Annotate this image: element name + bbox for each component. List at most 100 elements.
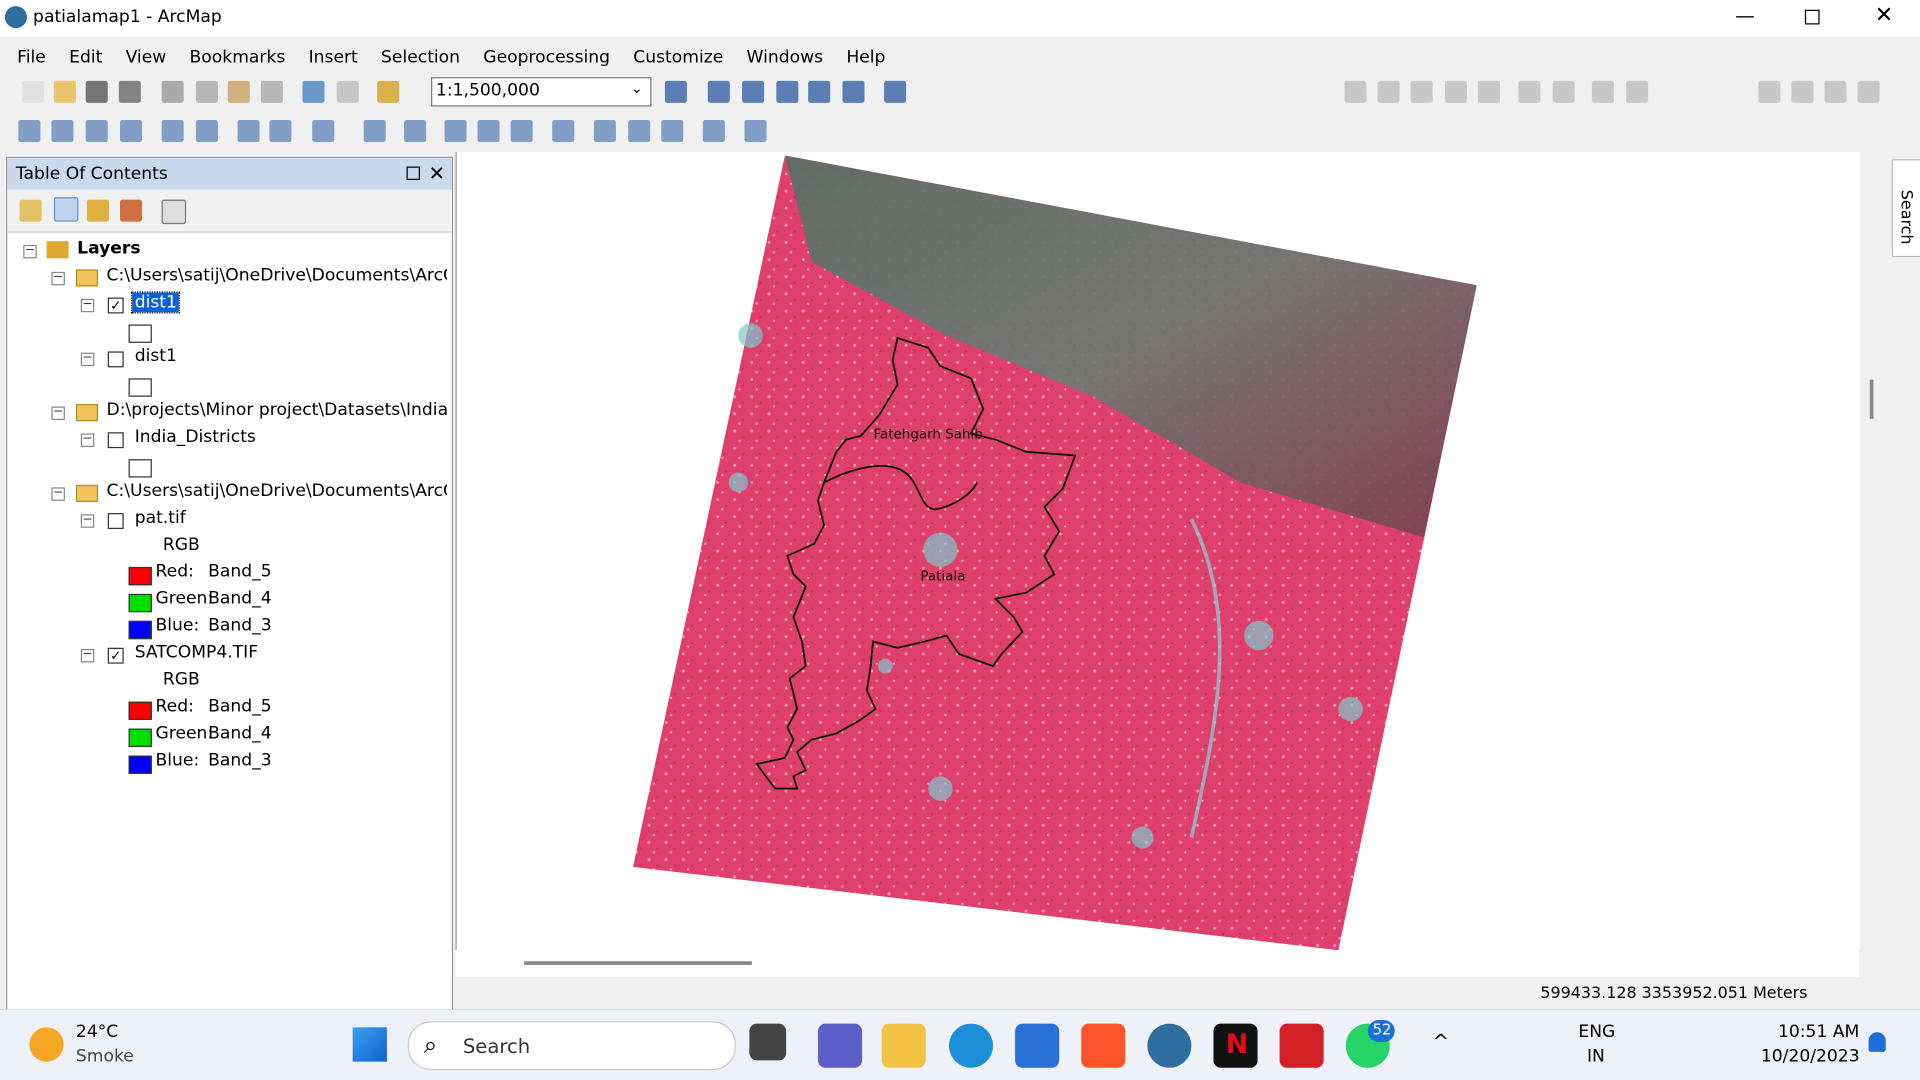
tool[interactable] xyxy=(120,199,143,222)
tool-button[interactable] xyxy=(85,80,108,103)
tool-button[interactable] xyxy=(195,120,218,143)
menu-item[interactable]: Windows xyxy=(746,47,824,68)
layer-checkbox[interactable]: ✓ xyxy=(107,647,124,664)
tool-button[interactable] xyxy=(702,120,725,143)
menu-item[interactable]: Help xyxy=(846,47,886,68)
tool-button[interactable] xyxy=(707,80,730,103)
expander[interactable]: − xyxy=(51,486,65,501)
tool-button[interactable] xyxy=(842,80,865,103)
app[interactable] xyxy=(1081,1023,1126,1068)
app[interactable]: N xyxy=(1213,1023,1258,1068)
start[interactable] xyxy=(352,1027,387,1062)
tool-button[interactable] xyxy=(118,80,141,103)
app[interactable] xyxy=(948,1023,994,1068)
v-scroll[interactable] xyxy=(1869,379,1874,419)
tool-button[interactable] xyxy=(1410,80,1433,103)
tool-button[interactable] xyxy=(1857,80,1880,103)
minimize[interactable]: — xyxy=(1735,3,1755,27)
tool-button[interactable] xyxy=(1791,80,1814,103)
tool-button[interactable] xyxy=(260,80,283,103)
menu-item[interactable]: Selection xyxy=(381,47,461,68)
tool-button[interactable] xyxy=(661,120,684,143)
app[interactable] xyxy=(817,1023,863,1068)
app[interactable] xyxy=(1015,1023,1060,1068)
app[interactable] xyxy=(1279,1023,1324,1068)
expander[interactable]: − xyxy=(80,351,95,367)
menu-item[interactable]: Customize xyxy=(633,47,724,68)
notifications[interactable] xyxy=(1868,1032,1886,1052)
tool-button[interactable] xyxy=(776,80,799,103)
tool-button[interactable] xyxy=(53,80,76,103)
tool-button[interactable] xyxy=(444,120,467,143)
layer-name[interactable]: dist1 xyxy=(131,291,181,314)
tool-button[interactable] xyxy=(1824,80,1847,103)
layer-checkbox[interactable] xyxy=(107,351,124,368)
tool-button[interactable] xyxy=(161,80,184,103)
tool-button[interactable] xyxy=(227,80,250,103)
tool-button[interactable] xyxy=(1591,80,1614,103)
tool-button[interactable] xyxy=(628,120,651,143)
tool[interactable] xyxy=(86,199,109,222)
tool-button[interactable] xyxy=(377,80,400,103)
expander[interactable]: − xyxy=(80,513,95,528)
layer-checkbox[interactable] xyxy=(107,432,124,449)
tool-button[interactable] xyxy=(1552,80,1575,103)
layer-name[interactable]: dist1 xyxy=(134,346,177,367)
expander[interactable]: − xyxy=(23,243,37,259)
tool[interactable] xyxy=(19,199,42,222)
layer-checkbox[interactable]: ✓ xyxy=(107,297,124,314)
expander[interactable]: − xyxy=(51,270,65,286)
layer-name[interactable]: India_Districts xyxy=(134,427,256,447)
tool-button[interactable] xyxy=(1344,80,1367,103)
tool-button[interactable] xyxy=(552,120,575,143)
tool-button[interactable] xyxy=(1477,80,1501,103)
app[interactable] xyxy=(881,1023,926,1068)
tool-button[interactable] xyxy=(161,120,184,143)
tool-button[interactable] xyxy=(808,80,831,103)
restore[interactable] xyxy=(1804,9,1820,25)
tool-button[interactable] xyxy=(1626,80,1649,103)
tool-button[interactable] xyxy=(742,80,765,103)
tool-button[interactable] xyxy=(1444,80,1467,103)
tool-button[interactable] xyxy=(404,120,427,143)
tool-button[interactable] xyxy=(1758,80,1781,103)
tool-button[interactable] xyxy=(1377,80,1400,103)
layer-name[interactable]: SATCOMP4.TIF xyxy=(134,642,259,663)
tool-button[interactable] xyxy=(237,120,260,143)
expander[interactable]: − xyxy=(80,647,95,663)
tool-button[interactable] xyxy=(22,80,45,103)
tool-button[interactable] xyxy=(302,80,325,103)
tool[interactable] xyxy=(53,197,79,222)
toc-maximize[interactable] xyxy=(406,166,421,181)
close[interactable]: ✕ xyxy=(1874,2,1894,29)
tool-button[interactable] xyxy=(477,120,500,143)
scale-box[interactable]: 1:1,500,000 ⌄ xyxy=(431,77,652,107)
tool-button[interactable] xyxy=(336,80,359,103)
expander[interactable]: − xyxy=(51,405,65,421)
menu-item[interactable]: Insert xyxy=(308,47,358,68)
search-tab[interactable]: Search xyxy=(1891,159,1920,258)
tool-button[interactable] xyxy=(510,120,533,143)
menu-item[interactable]: Bookmarks xyxy=(189,47,286,68)
h-scroll[interactable] xyxy=(455,950,1859,978)
menu-item[interactable]: File xyxy=(17,47,46,68)
tool-button[interactable] xyxy=(269,120,292,143)
tool-button[interactable] xyxy=(664,80,687,103)
tool-button[interactable] xyxy=(1518,80,1541,103)
tool-button[interactable] xyxy=(51,120,74,143)
search-box[interactable]: ⌕ Search xyxy=(407,1021,736,1071)
tool-button[interactable] xyxy=(312,120,335,143)
tool-button[interactable] xyxy=(195,80,218,103)
tool-button[interactable] xyxy=(593,120,616,143)
app[interactable] xyxy=(749,1023,787,1061)
tool-button[interactable] xyxy=(85,120,108,143)
menu-item[interactable]: View xyxy=(125,47,167,68)
toc-close[interactable]: ✕ xyxy=(428,161,445,185)
expander[interactable]: − xyxy=(80,432,95,447)
tool-button[interactable] xyxy=(884,80,907,103)
tool-button[interactable] xyxy=(18,120,41,143)
tool-button[interactable] xyxy=(363,120,386,143)
layer-checkbox[interactable] xyxy=(107,513,124,529)
tool-button[interactable] xyxy=(744,120,767,143)
menu-item[interactable]: Edit xyxy=(69,47,103,68)
